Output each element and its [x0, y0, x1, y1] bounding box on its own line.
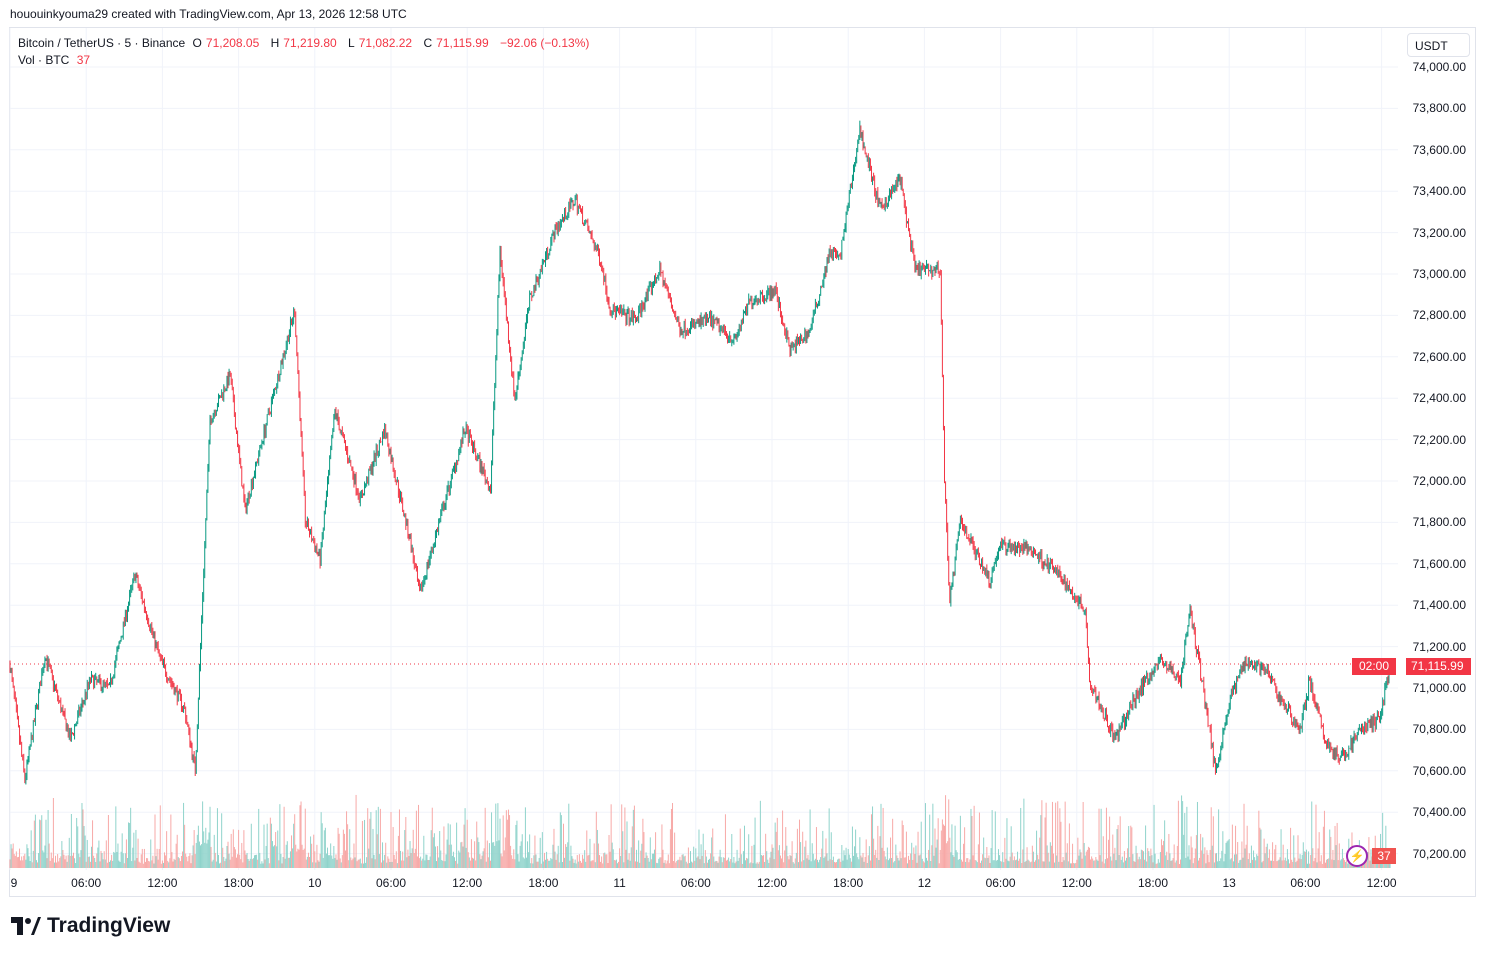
price-tick-label: 70,400.00 [1412, 805, 1466, 820]
open-value: 71,208.05 [205, 36, 260, 50]
time-tick-label: 18:00 [528, 876, 559, 890]
time-tick-label: 18:00 [223, 876, 254, 890]
time-tick-label: 12:00 [147, 876, 178, 890]
last-price-value: 71,115.99 [1411, 659, 1464, 673]
close-label: C [423, 36, 433, 50]
price-tick-label: 71,400.00 [1412, 598, 1466, 613]
price-tick-label: 70,200.00 [1412, 846, 1466, 861]
time-tick-label: 12:00 [1366, 876, 1397, 890]
time-tick-label: 12:00 [756, 876, 788, 890]
logo-text: TradingView [47, 914, 171, 937]
low-label: L [348, 36, 355, 50]
price-tick-label: 72,200.00 [1412, 432, 1466, 447]
price-tick-label: 70,800.00 [1412, 722, 1466, 737]
volume-label[interactable]: Vol · BTC [18, 53, 70, 67]
volume-bars [9, 794, 1391, 868]
price-tick-label: 73,600.00 [1412, 142, 1466, 157]
low-value: 71,082.22 [358, 36, 413, 50]
time-tick-label: 12 [917, 876, 932, 890]
time-tick-label: 06:00 [985, 876, 1016, 890]
time-tick-label: 18:00 [833, 876, 864, 890]
time-tick-label: 11 [613, 876, 626, 890]
time-tick-label: 12:00 [1061, 876, 1092, 890]
lightning-icon[interactable]: ⚡ [1346, 845, 1368, 867]
volume-value: 37 [76, 53, 91, 67]
price-tick-label: 71,000.00 [1412, 681, 1466, 695]
time-tick-label: 06:00 [375, 876, 407, 890]
time-tick-label: 13 [1222, 876, 1236, 890]
currency-selector[interactable]: USDT [1407, 33, 1470, 57]
price-tick-label: 73,000.00 [1412, 267, 1466, 281]
price-tick-label: 71,800.00 [1412, 515, 1466, 530]
tradingview-logo[interactable]: TradingView [11, 914, 170, 938]
time-tick-label: 06:00 [680, 876, 711, 890]
time-tick-label: 06:00 [71, 876, 102, 890]
price-tick-label: 71,600.00 [1412, 556, 1466, 571]
close-value: 71,115.99 [436, 36, 489, 50]
high-label: H [270, 36, 280, 50]
change-value: −92.06 (−0.13%) [499, 36, 590, 50]
price-tick-label: 71,200.00 [1412, 639, 1466, 654]
candles [9, 120, 1391, 785]
countdown: 02:00 [1352, 658, 1396, 675]
time-tick-label: 10 [308, 876, 322, 890]
time-tick-label: 18:00 [1137, 876, 1169, 890]
volume-badge: 37 [1372, 848, 1396, 864]
price-tick-label: 70,600.00 [1412, 763, 1466, 778]
open-label: O [192, 36, 202, 50]
price-tick-label: 72,400.00 [1412, 391, 1466, 406]
price-tick-label: 73,400.00 [1412, 184, 1466, 199]
symbol-title[interactable]: Bitcoin / TetherUS · 5 · Binance [18, 36, 186, 50]
high-value: 71,219.80 [283, 36, 337, 50]
price-tick-label: 72,000.00 [1412, 474, 1466, 488]
time-tick-label: 9 [10, 876, 18, 890]
legend: Bitcoin / TetherUS · 5 · Binance O 71,208… [18, 35, 593, 69]
price-tick-label: 72,800.00 [1412, 308, 1466, 323]
last-price-badge: 71,115.99 [1406, 658, 1471, 675]
price-tick-label: 73,800.00 [1412, 101, 1466, 116]
tradingview-logo-icon [11, 917, 41, 935]
grid [9, 28, 1398, 870]
price-tick-label: 74,000.00 [1412, 60, 1466, 74]
price-tick-label: 73,200.00 [1412, 225, 1466, 240]
price-tick-label: 72,600.00 [1412, 349, 1466, 364]
time-tick-label: 06:00 [1290, 876, 1321, 890]
chart-credit: hououinkyouma29 created with TradingView… [10, 7, 407, 21]
time-tick-label: 12:00 [452, 876, 483, 890]
